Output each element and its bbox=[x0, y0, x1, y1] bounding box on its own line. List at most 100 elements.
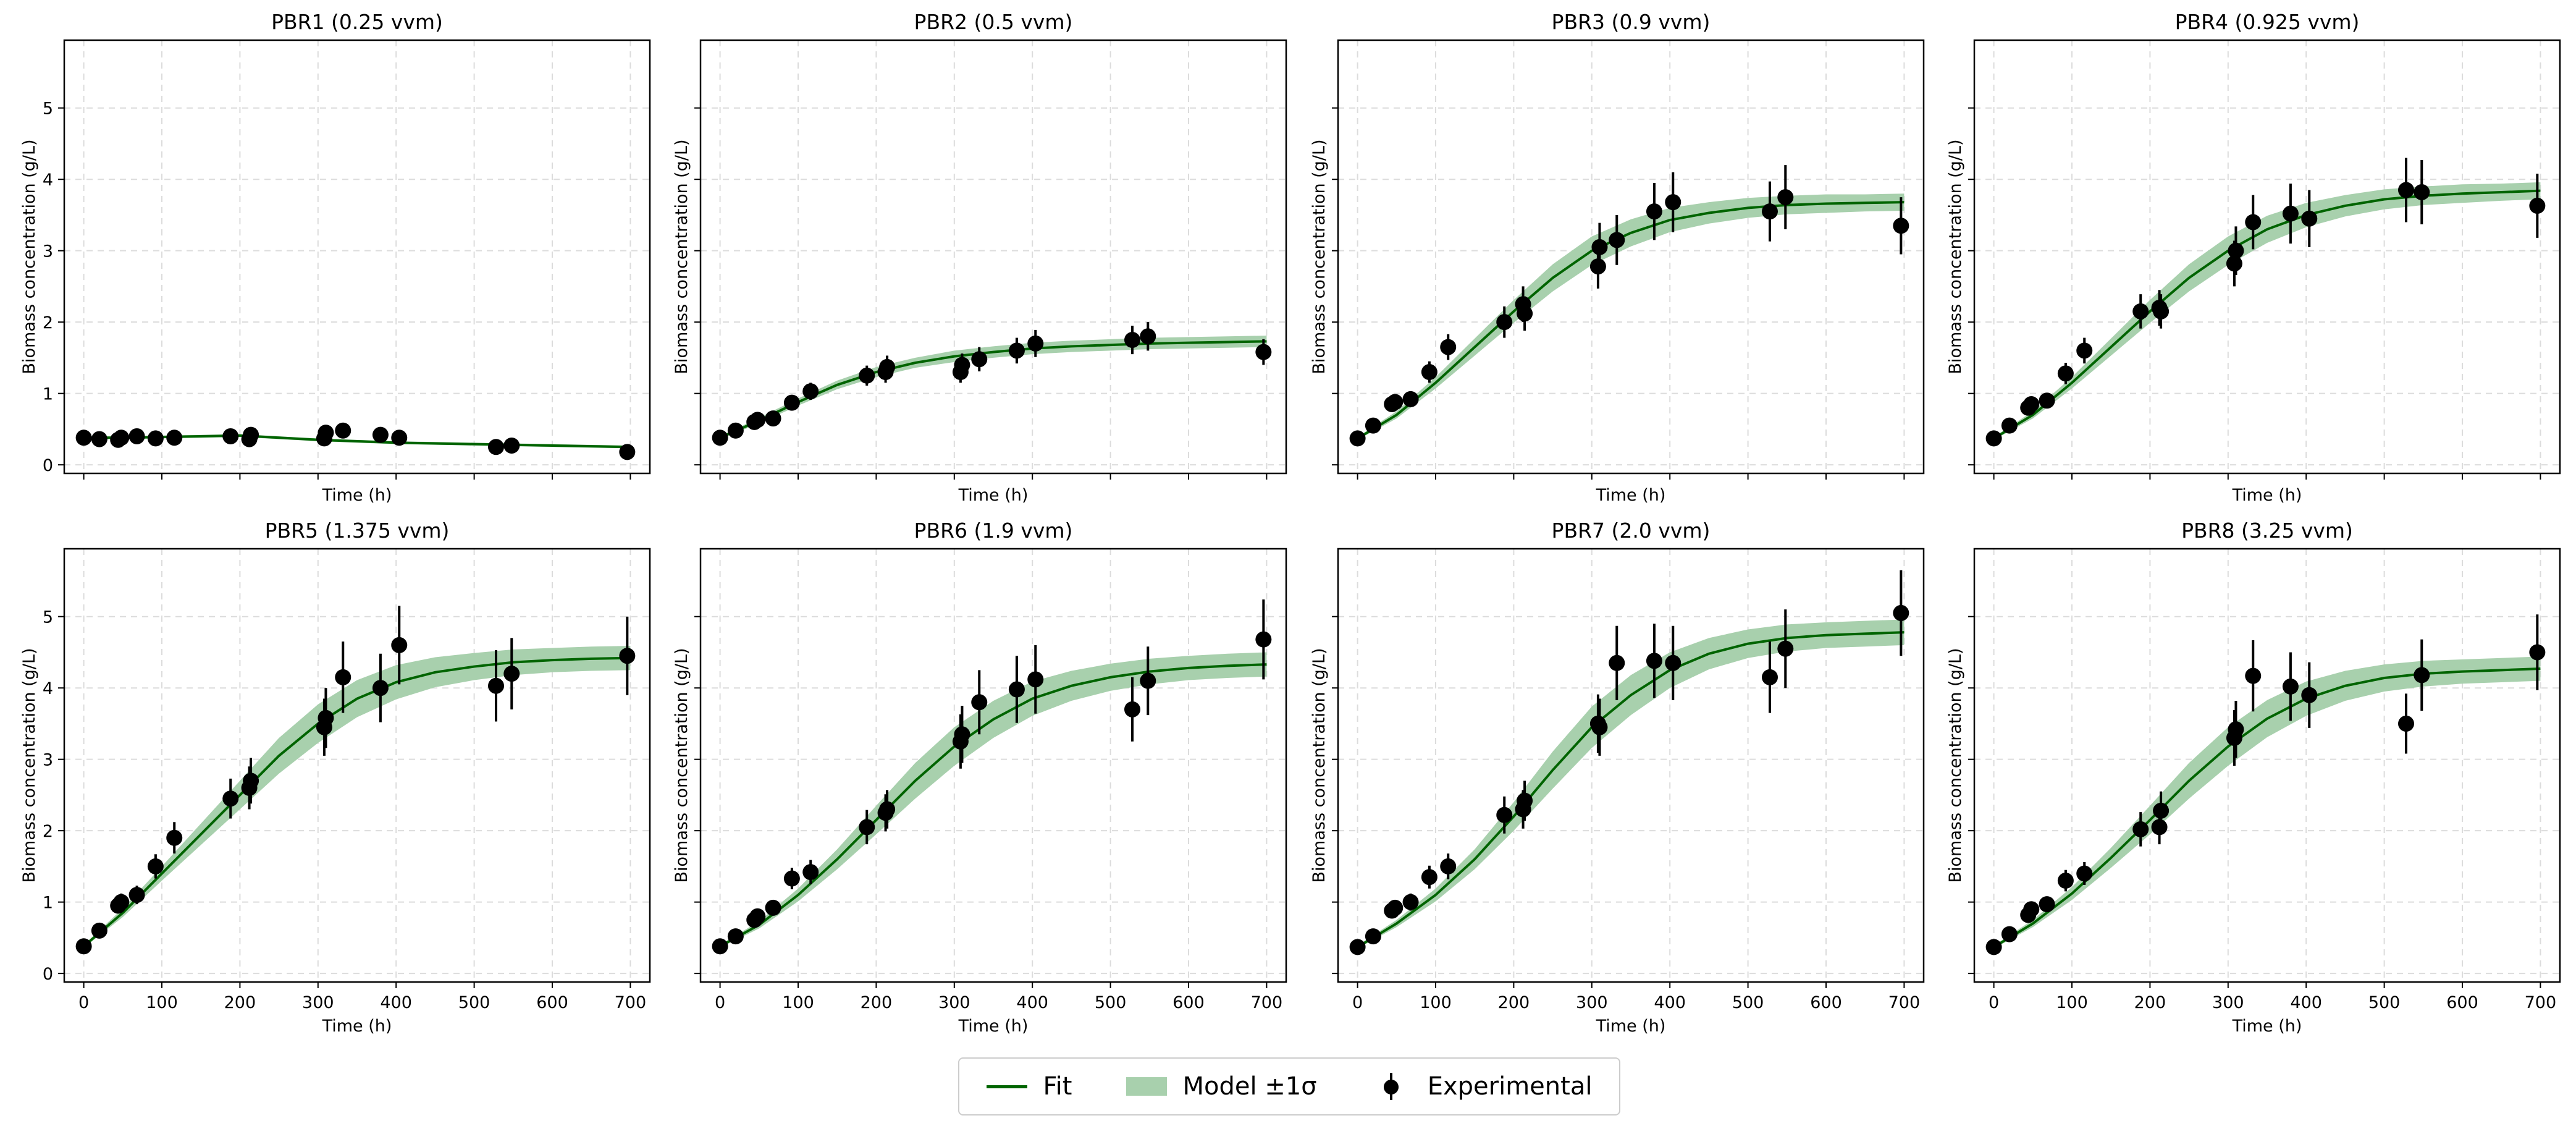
data-point bbox=[879, 801, 896, 818]
data-point bbox=[391, 637, 408, 653]
data-point bbox=[1027, 671, 1044, 688]
data-point bbox=[2397, 715, 2414, 732]
y-axis-label: Biomass concentration (g/L) bbox=[1946, 139, 1965, 374]
data-point bbox=[1440, 339, 1457, 355]
data-point bbox=[2132, 303, 2149, 320]
y-axis-label: Biomass concentration (g/L) bbox=[672, 139, 691, 374]
axes-frame bbox=[699, 548, 1287, 983]
data-point bbox=[1124, 701, 1140, 718]
data-point bbox=[2282, 205, 2299, 222]
data-point bbox=[2397, 182, 2414, 198]
data-point bbox=[1365, 417, 1381, 434]
data-point bbox=[1349, 430, 1366, 447]
subplot-title: PBR2 (0.5 vvm) bbox=[914, 10, 1073, 34]
y-tick-label: 0 bbox=[43, 456, 53, 475]
data-point bbox=[1440, 858, 1457, 874]
y-tick-label: 2 bbox=[43, 822, 53, 841]
y-tick-label: 0 bbox=[43, 965, 53, 984]
data-point bbox=[1646, 653, 1662, 669]
x-axis-label: Time (h) bbox=[1596, 486, 1666, 505]
data-point bbox=[727, 422, 744, 439]
data-point bbox=[1777, 640, 1794, 657]
x-axis-label: Time (h) bbox=[1596, 1017, 1666, 1036]
x-tick-label: 300 bbox=[2212, 993, 2244, 1012]
subplot-3: PBR3 (0.9 vvm) Time (h) Biomass concentrat… bbox=[1310, 10, 1925, 505]
x-tick-label: 400 bbox=[2290, 993, 2322, 1012]
model-sigma-band bbox=[1357, 619, 1905, 949]
x-tick-label: 600 bbox=[2446, 993, 2478, 1012]
data-point bbox=[335, 422, 351, 439]
data-point bbox=[147, 430, 164, 447]
fit-line bbox=[1993, 189, 2541, 440]
data-point bbox=[91, 431, 107, 447]
x-tick-label: 700 bbox=[2525, 993, 2557, 1012]
data-point bbox=[1517, 305, 1533, 322]
data-point bbox=[1591, 719, 1608, 735]
data-point bbox=[75, 938, 92, 955]
x-tick-label: 400 bbox=[380, 993, 412, 1012]
data-point bbox=[1255, 344, 1272, 360]
data-point bbox=[2301, 687, 2318, 703]
subplot-7: 0 100 200 300 400 500 600 700 PBR7 (2.0 vvm) Time… bbox=[1310, 519, 1925, 1036]
data-point bbox=[487, 677, 504, 694]
data-point bbox=[2414, 667, 2430, 684]
data-point bbox=[2023, 901, 2040, 918]
errorbar-marker-icon bbox=[1371, 1073, 1412, 1100]
fit-line bbox=[1357, 201, 1905, 440]
data-point bbox=[971, 351, 988, 368]
x-tick-label: 200 bbox=[861, 993, 893, 1012]
x-tick-label: 700 bbox=[615, 993, 647, 1012]
data-point bbox=[1140, 328, 1156, 345]
data-point bbox=[2057, 365, 2074, 382]
data-point bbox=[2529, 644, 2546, 661]
x-axis-label: Time (h) bbox=[958, 486, 1029, 505]
legend-item-fit: Fit bbox=[986, 1072, 1072, 1101]
data-point bbox=[1591, 239, 1608, 255]
x-tick-label: 500 bbox=[458, 993, 490, 1012]
data-point bbox=[2529, 197, 2546, 214]
fit-line-swatch-icon bbox=[986, 1085, 1027, 1088]
data-point bbox=[2132, 821, 2149, 837]
data-point bbox=[1402, 391, 1419, 407]
data-point bbox=[335, 669, 351, 685]
subplot-title: PBR4 (0.925 vvm) bbox=[2175, 10, 2360, 34]
x-axis-label: Time (h) bbox=[322, 1017, 392, 1036]
axes-frame bbox=[1337, 39, 1925, 475]
data-point bbox=[971, 694, 988, 711]
data-point bbox=[1893, 218, 1909, 234]
x-tick-label: 0 bbox=[78, 993, 89, 1012]
data-point bbox=[128, 428, 145, 444]
data-point bbox=[2076, 865, 2093, 882]
data-point bbox=[1665, 194, 1682, 211]
subplot-title: PBR6 (1.9 vvm) bbox=[914, 519, 1073, 543]
data-point bbox=[712, 938, 728, 955]
axes-frame bbox=[1973, 39, 2561, 475]
data-point bbox=[1589, 258, 1606, 275]
legend-item-band: Model ±1σ bbox=[1126, 1072, 1317, 1101]
data-point bbox=[222, 790, 239, 807]
data-point bbox=[802, 864, 819, 881]
x-tick-label: 400 bbox=[1016, 993, 1048, 1012]
x-tick-label: 100 bbox=[146, 993, 178, 1012]
data-point bbox=[727, 928, 744, 945]
x-tick-label: 400 bbox=[1654, 993, 1686, 1012]
x-axis-label: Time (h) bbox=[958, 1017, 1029, 1036]
data-point bbox=[1008, 681, 1025, 698]
legend-label: Fit bbox=[1043, 1072, 1072, 1101]
data-point bbox=[1349, 939, 1366, 955]
data-point bbox=[1421, 869, 1437, 886]
data-point bbox=[765, 410, 781, 427]
data-point bbox=[2057, 873, 2074, 889]
data-point bbox=[2153, 303, 2170, 320]
band-swatch-icon bbox=[1126, 1077, 1167, 1096]
x-tick-label: 200 bbox=[224, 993, 256, 1012]
data-point bbox=[1496, 314, 1513, 331]
x-axis-label: Time (h) bbox=[322, 486, 392, 505]
x-axis-label: Time (h) bbox=[2232, 486, 2302, 505]
data-point bbox=[2039, 896, 2055, 913]
data-point bbox=[1365, 928, 1381, 945]
x-tick-label: 500 bbox=[1095, 993, 1127, 1012]
data-point bbox=[1140, 672, 1156, 689]
data-point bbox=[2023, 396, 2040, 412]
y-tick-label: 1 bbox=[43, 894, 53, 913]
